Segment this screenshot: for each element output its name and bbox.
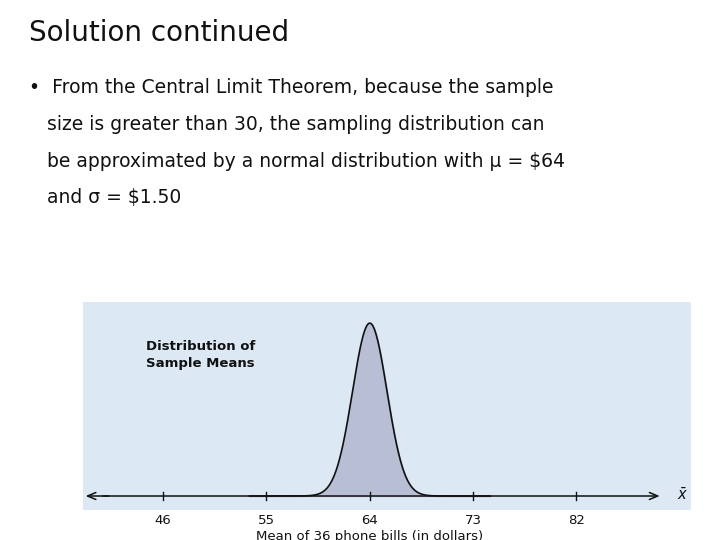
- Text: and σ = $1.50: and σ = $1.50: [29, 188, 181, 207]
- Text: be approximated by a normal distribution with μ = $64: be approximated by a normal distribution…: [29, 152, 564, 171]
- Text: $\bar{x}$: $\bar{x}$: [678, 487, 688, 503]
- Text: 82: 82: [568, 514, 585, 527]
- Text: 55: 55: [258, 514, 275, 527]
- Text: Distribution of
Sample Means: Distribution of Sample Means: [146, 340, 256, 370]
- Text: 46: 46: [155, 514, 171, 527]
- Text: Mean of 36 phone bills (in dollars): Mean of 36 phone bills (in dollars): [256, 530, 483, 540]
- Text: Solution continued: Solution continued: [29, 19, 289, 47]
- Text: •  From the Central Limit Theorem, because the sample: • From the Central Limit Theorem, becaus…: [29, 78, 553, 97]
- Text: 73: 73: [464, 514, 482, 527]
- Text: 64: 64: [361, 514, 378, 527]
- Text: size is greater than 30, the sampling distribution can: size is greater than 30, the sampling di…: [29, 115, 544, 134]
